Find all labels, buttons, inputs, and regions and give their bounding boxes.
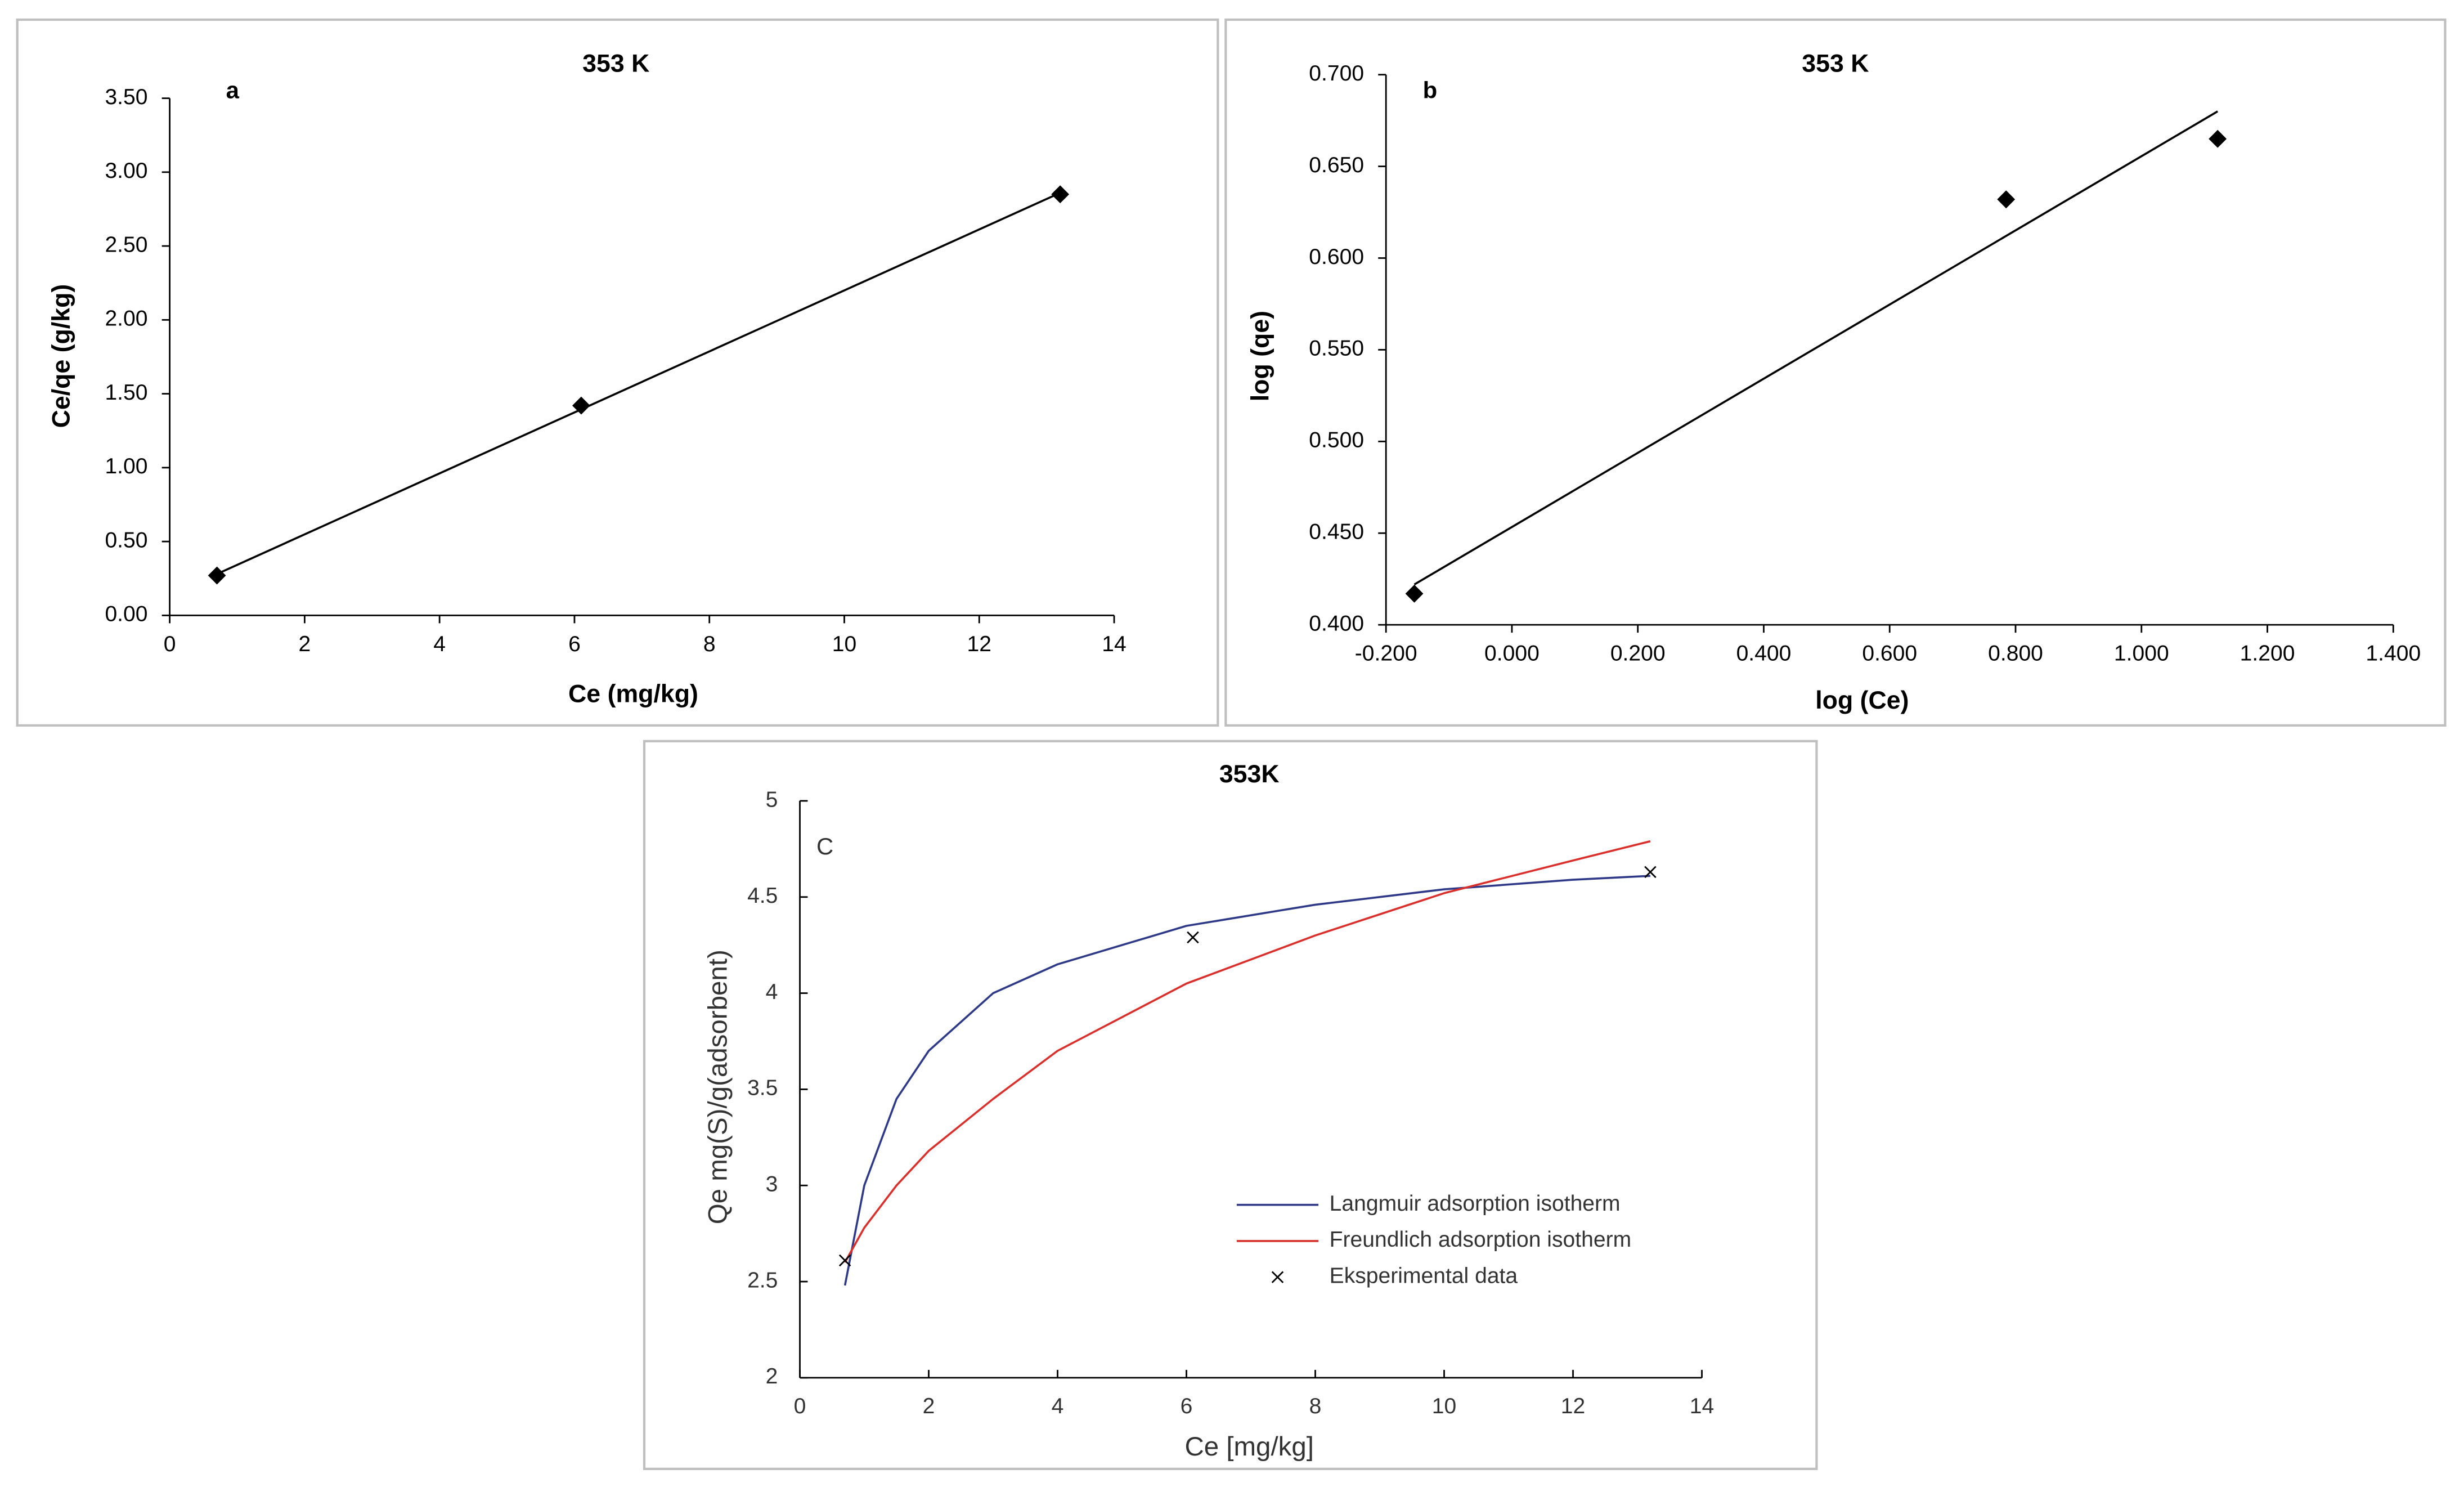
chart-title: 353 K — [1802, 50, 1869, 78]
y-tick-label: 1.00 — [105, 454, 147, 478]
data-point — [838, 1254, 851, 1267]
x-tick-label: 4 — [1052, 1394, 1064, 1418]
data-point — [208, 566, 226, 585]
x-tick-label: 12 — [967, 632, 991, 656]
y-tick-label: 4 — [766, 980, 778, 1004]
panel-label: a — [226, 77, 240, 103]
x-tick-label: 8 — [1309, 1394, 1322, 1418]
x-tick-label: 1.200 — [2240, 642, 2295, 666]
y-tick-label: 2 — [766, 1364, 778, 1389]
y-tick-label: 3 — [766, 1172, 778, 1197]
x-axis-label: Ce (mg/kg) — [568, 680, 698, 708]
x-tick-label: 14 — [1102, 632, 1126, 656]
x-tick-label: 6 — [568, 632, 581, 656]
chart-title: 353K — [1219, 760, 1280, 788]
x-tick-label: 6 — [1181, 1394, 1193, 1418]
x-tick-label: 0.400 — [1736, 642, 1792, 666]
x-tick-label: 4 — [433, 632, 446, 656]
x-tick-label: 10 — [1432, 1394, 1456, 1418]
y-tick-label: 3.5 — [747, 1076, 778, 1100]
data-point — [572, 396, 590, 415]
series-line — [216, 191, 1061, 575]
chart-panel: 0 2 4 6 8 10 12 14 0.00 0.50 1.00 1.50 2.00 2.50 3.00 3… — [16, 18, 1219, 727]
y-tick-label: 0.500 — [1309, 428, 1364, 453]
x-tick-label: 0.600 — [1862, 642, 1917, 666]
y-tick-label: 3.50 — [105, 85, 147, 109]
y-axis-label: Ce/qe (g/kg) — [48, 284, 75, 428]
y-tick-label: 1.50 — [105, 380, 147, 405]
legend-label: Freundlich adsorption isotherm — [1330, 1228, 1632, 1252]
x-tick-label: 0.200 — [1610, 642, 1666, 666]
x-tick-label: 1.400 — [2366, 642, 2421, 666]
y-axis-label: Qe mg(S)/g(adsorbent) — [703, 949, 733, 1224]
data-point — [1644, 866, 1657, 879]
x-axis-label: Ce [mg/kg] — [1184, 1432, 1314, 1462]
y-tick-label: 0.00 — [105, 602, 147, 626]
x-tick-label: 0.800 — [1988, 642, 2043, 666]
x-tick-label: 1.000 — [2114, 642, 2169, 666]
y-tick-label: 5 — [766, 787, 778, 812]
panel-border — [1224, 18, 2447, 727]
x-tick-label: 0 — [164, 632, 176, 656]
y-tick-label: 0.50 — [105, 528, 147, 552]
legend-swatch — [1271, 1271, 1284, 1283]
chart-panel: -0.200 0.000 0.200 0.400 0.600 0.800 1.000 1.20… — [1224, 18, 2447, 727]
x-tick-label: 14 — [1690, 1394, 1714, 1418]
y-tick-label: 0.400 — [1309, 611, 1364, 635]
panel-border — [16, 18, 1219, 727]
x-tick-label: 0 — [794, 1394, 806, 1418]
x-tick-label: 2 — [923, 1394, 935, 1418]
y-tick-label: 2.00 — [105, 307, 147, 331]
panel-border — [643, 740, 1818, 1470]
y-tick-label: 2.50 — [105, 232, 147, 257]
y-tick-label: 0.450 — [1309, 520, 1364, 544]
y-tick-label: 0.600 — [1309, 245, 1364, 269]
y-axis-label: log (qe) — [1246, 311, 1274, 401]
x-tick-label: 2 — [299, 632, 311, 656]
data-point — [1997, 190, 2016, 209]
x-tick-label: 12 — [1561, 1394, 1585, 1418]
x-tick-label: -0.200 — [1355, 642, 1417, 666]
legend-label: Langmuir adsorption isotherm — [1330, 1192, 1621, 1216]
legend-label: Eksperimental data — [1330, 1264, 1518, 1288]
y-tick-label: 3.00 — [105, 159, 147, 183]
series-line — [844, 840, 1651, 1263]
x-axis-label: log (Ce) — [1815, 687, 1909, 714]
data-point — [2209, 129, 2227, 148]
data-point — [1405, 584, 1424, 603]
series-line — [843, 875, 1651, 1286]
panel-label: b — [1423, 77, 1438, 103]
y-tick-label: 0.700 — [1309, 61, 1364, 86]
panel-label: C — [816, 833, 833, 859]
chart-title: 353 K — [582, 50, 649, 78]
y-tick-label: 2.5 — [747, 1268, 778, 1292]
x-tick-label: 10 — [832, 632, 856, 656]
x-tick-label: 8 — [703, 632, 716, 656]
data-point — [1051, 185, 1070, 204]
series-line — [1413, 110, 2219, 586]
y-tick-label: 0.650 — [1309, 153, 1364, 177]
x-tick-label: 0.000 — [1484, 642, 1540, 666]
y-tick-label: 4.5 — [747, 884, 778, 908]
y-tick-label: 0.550 — [1309, 337, 1364, 361]
data-point — [1187, 931, 1199, 944]
